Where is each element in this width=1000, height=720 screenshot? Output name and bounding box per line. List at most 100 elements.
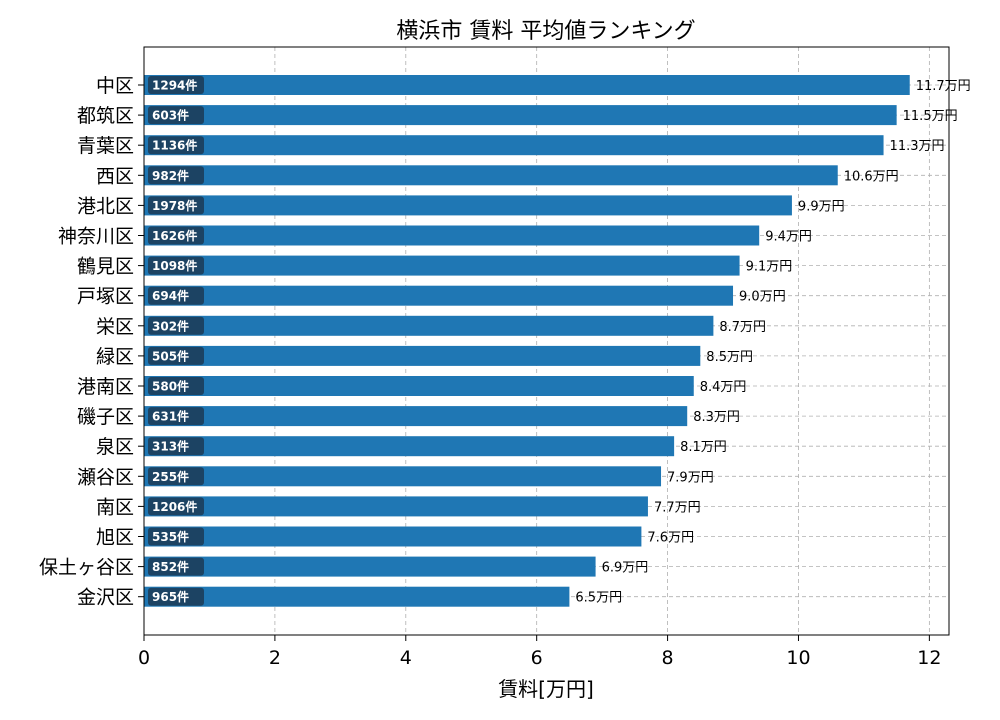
bar [144, 406, 688, 427]
category-label: 磯子区 [77, 406, 134, 428]
count-badge [148, 527, 204, 546]
count-label: 603件 [152, 108, 189, 123]
count-label: 1626件 [152, 228, 197, 243]
bar [144, 496, 648, 517]
value-label: 8.4万円 [700, 380, 747, 395]
bar [144, 376, 694, 396]
count-label: 505件 [152, 348, 189, 363]
count-badge [148, 226, 204, 245]
value-label: 9.4万円 [765, 230, 812, 245]
value-label: 7.9万円 [667, 470, 714, 485]
bar [144, 195, 792, 216]
count-badge [148, 497, 204, 516]
value-label: 10.6万円 [844, 169, 899, 184]
count-badge [148, 377, 204, 395]
count-label: 580件 [152, 379, 189, 394]
plot-frame [143, 46, 950, 636]
x-tick-label: 6 [531, 647, 543, 669]
y-axis: 中区都筑区青葉区西区港北区神奈川区鶴見区戸塚区栄区緑区港南区磯子区泉区瀬谷区南区… [39, 75, 144, 609]
x-axis-title: 賃料[万円] [498, 677, 594, 701]
category-label: 神奈川区 [58, 226, 134, 248]
category-label: 泉区 [96, 436, 134, 458]
value-label: 9.9万円 [798, 199, 845, 214]
count-badge [148, 346, 204, 365]
x-tick-label: 12 [917, 647, 941, 669]
value-label: 7.6万円 [647, 531, 694, 546]
count-badge [148, 316, 204, 335]
x-axis: 0 2 4 6 8 10 12 [138, 635, 941, 669]
bar [144, 556, 596, 577]
value-label: 9.0万円 [739, 290, 786, 305]
x-tick-label: 8 [662, 647, 674, 669]
value-label: 9.1万円 [746, 260, 793, 275]
count-badge [148, 557, 204, 576]
value-label: 8.3万円 [693, 410, 740, 425]
count-label: 255件 [152, 469, 189, 484]
value-label: 8.1万円 [680, 440, 727, 455]
count-label: 1098件 [152, 258, 197, 273]
count-badge [148, 166, 204, 185]
bar [144, 105, 897, 126]
bar [144, 586, 570, 607]
category-label: 栄区 [96, 316, 134, 338]
count-label: 982件 [152, 168, 189, 183]
count-badge [148, 437, 204, 456]
bar [144, 75, 910, 95]
count-label: 1978件 [152, 198, 197, 213]
category-label: 中区 [96, 75, 134, 97]
value-label: 11.5万円 [903, 109, 958, 124]
value-label: 11.3万円 [890, 139, 945, 154]
category-label: 鶴見区 [77, 256, 134, 278]
category-label: 港南区 [77, 376, 134, 398]
bar [144, 285, 734, 306]
bar [144, 315, 714, 336]
count-label: 535件 [152, 529, 189, 544]
count-badge [148, 256, 204, 275]
count-label: 313件 [152, 439, 189, 454]
count-label: 631件 [152, 409, 189, 424]
count-label: 1136件 [152, 138, 197, 153]
count-badge [148, 407, 204, 426]
bar [144, 466, 662, 487]
count-label: 852件 [152, 559, 189, 574]
bar [144, 526, 642, 547]
bar [144, 225, 760, 246]
category-label: 金沢区 [77, 587, 134, 609]
count-badge [148, 286, 204, 305]
count-label: 965件 [152, 589, 189, 604]
x-tick-label: 0 [138, 647, 150, 669]
category-label: 南区 [96, 496, 134, 518]
count-label: 694件 [152, 288, 189, 303]
x-tick-label: 10 [786, 647, 810, 669]
value-label: 6.9万円 [602, 561, 649, 576]
count-badge [148, 106, 204, 125]
category-label: 青葉区 [77, 135, 134, 157]
count-badge [148, 467, 204, 486]
value-label: 6.5万円 [575, 591, 622, 606]
count-badge [148, 76, 204, 94]
value-label: 11.7万円 [916, 79, 971, 94]
count-label: 302件 [152, 318, 189, 333]
x-tick-label: 4 [400, 647, 412, 669]
bar [144, 135, 884, 156]
count-badge [148, 136, 204, 155]
category-label: 都筑区 [77, 105, 134, 127]
bar [144, 436, 675, 457]
category-label: 緑区 [96, 346, 134, 368]
count-badge [148, 587, 204, 606]
bar [144, 345, 701, 366]
value-label: 8.7万円 [719, 320, 766, 335]
value-label: 7.7万円 [654, 500, 701, 515]
category-label: 瀬谷区 [77, 466, 134, 488]
count-label: 1294件 [152, 78, 197, 93]
bar [144, 165, 838, 186]
x-tick-label: 2 [269, 647, 281, 669]
count-label: 1206件 [152, 499, 197, 514]
category-label: 保土ヶ谷区 [39, 557, 134, 579]
category-label: 港北区 [77, 195, 134, 217]
bar [144, 255, 740, 276]
category-label: 戸塚区 [77, 286, 134, 308]
count-badge [148, 196, 204, 215]
bars: 1294件 11.7万円 603件 11.5万円 1136件 11.3万円 982件 10.6… [144, 75, 971, 607]
